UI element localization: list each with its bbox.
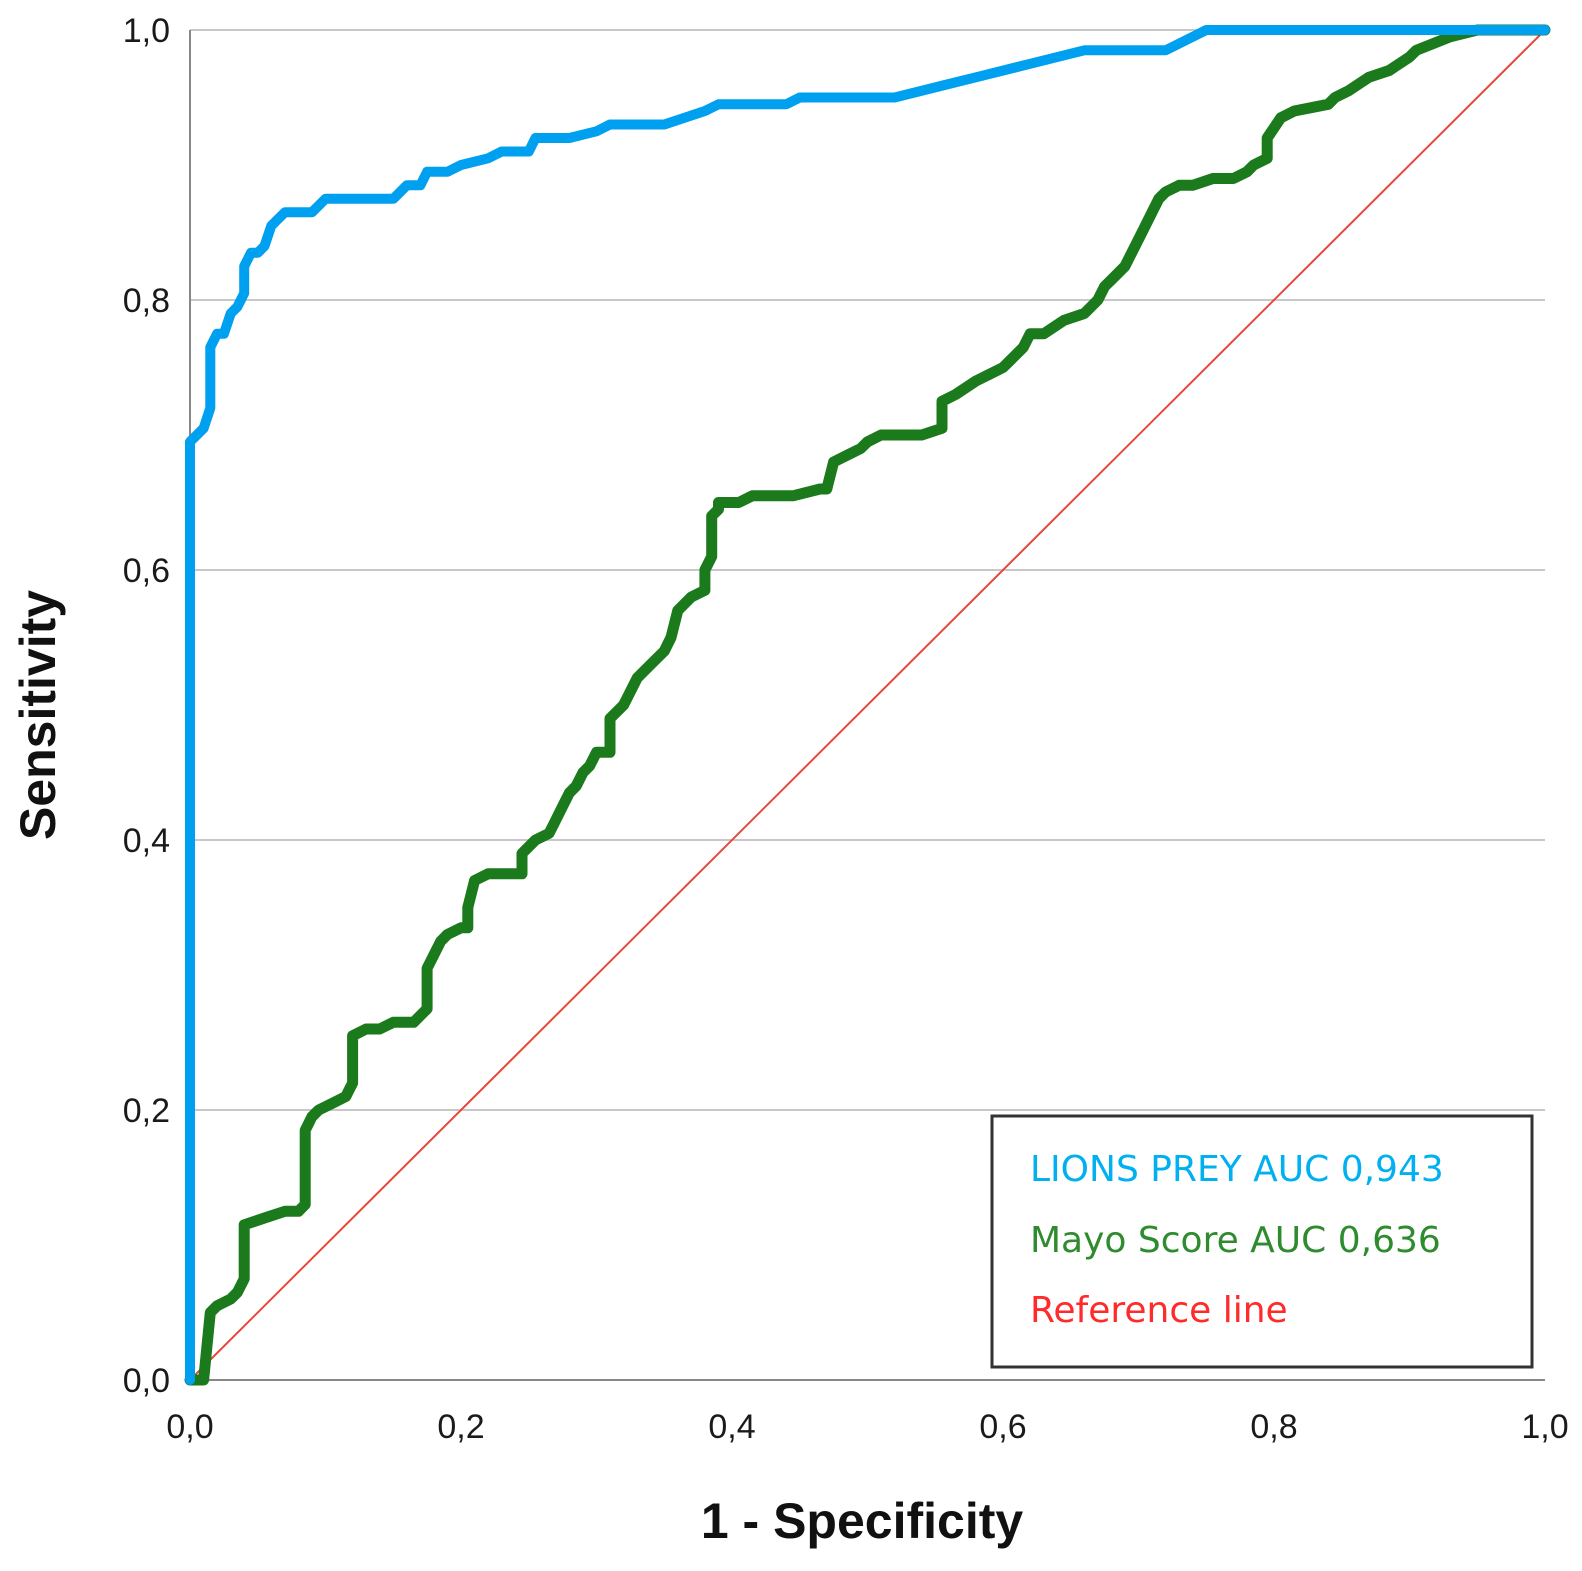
x-tick-label: 0,2 bbox=[437, 1408, 484, 1446]
x-axis-title: 1 - Specificity bbox=[701, 1493, 1024, 1549]
x-tick-label: 1,0 bbox=[1521, 1408, 1568, 1446]
tick-labels: 0,0 0,2 0,4 0,6 0,8 1,0 0,0 0,2 0,4 0,6 0,8 1,0 bbox=[123, 12, 1569, 1446]
x-tick-label: 0,0 bbox=[166, 1408, 213, 1446]
y-axis-title: Sensitivity bbox=[10, 590, 66, 840]
y-tick-label: 0,6 bbox=[123, 552, 170, 590]
x-tick-label: 0,6 bbox=[979, 1408, 1026, 1446]
y-tick-label: 1,0 bbox=[123, 12, 170, 50]
gridlines bbox=[190, 29, 1545, 1111]
legend: LIONS PREY AUC 0,943 Mayo Score AUC 0,63… bbox=[990, 1114, 1534, 1369]
legend-box bbox=[990, 1114, 1534, 1369]
y-tick-label: 0,0 bbox=[123, 1362, 170, 1400]
legend-entry-lions-prey: LIONS PREY AUC 0,943 bbox=[1030, 1149, 1444, 1190]
mayo-score-line bbox=[184, 24, 1551, 1386]
legend-entry-mayo-score: Mayo Score AUC 0,636 bbox=[1030, 1220, 1441, 1261]
y-tick-label: 0,8 bbox=[123, 282, 170, 320]
lions-prey-line bbox=[185, 25, 1550, 1385]
legend-entry-reference-line: Reference line bbox=[1030, 1290, 1288, 1331]
x-tick-label: 0,4 bbox=[708, 1408, 755, 1446]
y-tick-label: 0,2 bbox=[123, 1092, 170, 1130]
x-tick-label: 0,8 bbox=[1250, 1408, 1297, 1446]
y-tick-label: 0,4 bbox=[123, 822, 170, 860]
series-lines bbox=[184, 24, 1551, 1386]
reference-line bbox=[189, 29, 1546, 1381]
